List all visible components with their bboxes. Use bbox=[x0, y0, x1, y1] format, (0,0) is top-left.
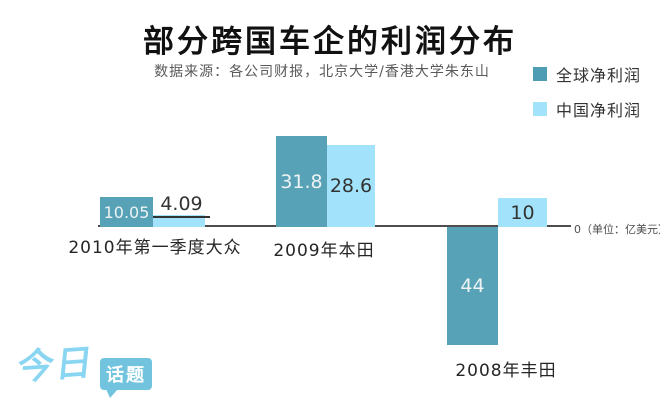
today-topic-logo: 今日 话题 bbox=[15, 342, 153, 398]
legend-label-global: 全球净利润 bbox=[556, 66, 642, 85]
bar-toyota-china: 10 bbox=[498, 198, 547, 227]
category-label-honda: 2009年本田 bbox=[273, 241, 375, 261]
logo-speech-bubble: 话题 bbox=[100, 358, 153, 398]
legend: 全球净利润 中国净利润 bbox=[533, 62, 641, 132]
global-profit-swatch-icon bbox=[533, 67, 547, 81]
bar-value-label: 10 bbox=[510, 201, 535, 224]
bar-value-label: 31.8 bbox=[280, 170, 323, 193]
bar-honda-global: 31.8 bbox=[276, 136, 327, 227]
data-source-note: 数据来源：各公司财报，北京大学/香港大学朱东山 bbox=[154, 64, 490, 80]
legend-item-global: 全球净利润 bbox=[533, 62, 641, 86]
category-label-toyota: 2008年丰田 bbox=[455, 361, 557, 381]
china-profit-swatch-icon bbox=[533, 102, 547, 116]
bar-value-label: 10.05 bbox=[103, 202, 150, 222]
legend-label-china: 中国净利润 bbox=[556, 101, 642, 120]
axis-zero-unit-label: 0（单位：亿美元） bbox=[574, 223, 660, 236]
bar-vw-china bbox=[153, 215, 205, 227]
chart-title: 部分跨国车企的利润分布 bbox=[143, 24, 517, 60]
bar-value-label-vw-china: 4.09 bbox=[153, 193, 210, 218]
category-label-vw: 2010年第一季度大众 bbox=[68, 238, 242, 258]
bar-value-label: 44 bbox=[460, 275, 485, 297]
bar-toyota-global-negative: 44 bbox=[447, 227, 498, 345]
bar-value-label: 28.6 bbox=[329, 175, 373, 197]
bar-vw-global: 10.05 bbox=[100, 197, 153, 227]
logo-script-text: 今日 bbox=[15, 342, 97, 389]
legend-item-china: 中国净利润 bbox=[533, 97, 641, 121]
bar-honda-china: 28.6 bbox=[327, 145, 375, 227]
